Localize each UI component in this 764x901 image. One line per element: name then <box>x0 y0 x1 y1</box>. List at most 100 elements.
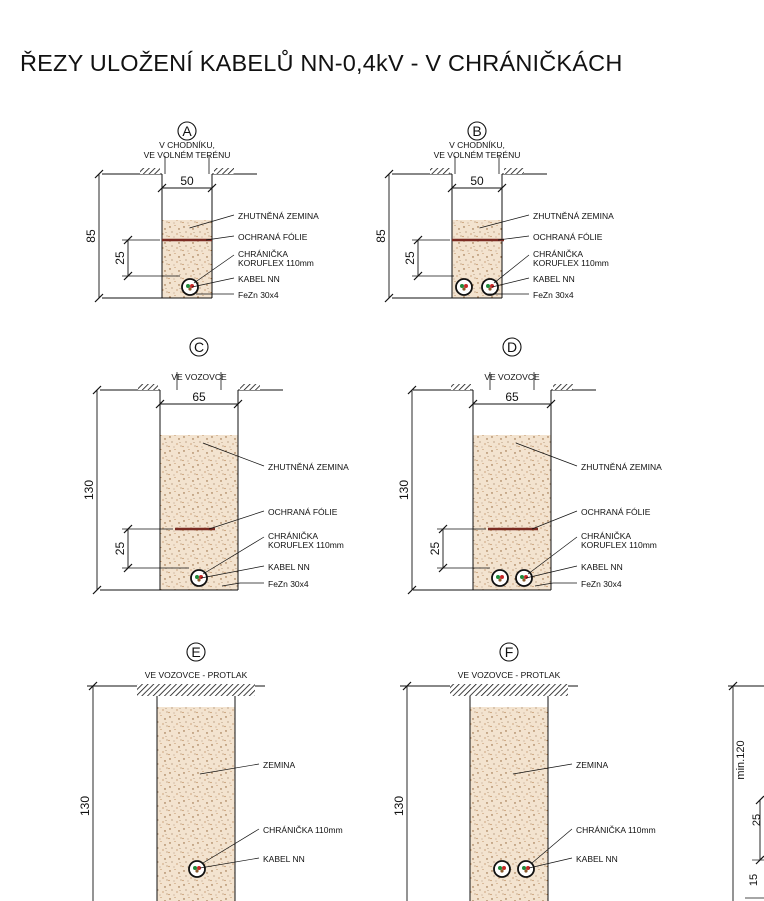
section-caption: VE VOZOVCE <box>484 372 540 382</box>
section-d: D VE VOZOVCE 65 130 25 ZHUTNĚNÁ ZEMINA OCHRANÁ… <box>397 337 662 595</box>
conduit <box>493 860 511 878</box>
depth-label: 130 <box>397 480 411 500</box>
label-earthing-strip: FeZn 30x4 <box>533 290 574 300</box>
leader-foil <box>205 235 235 241</box>
section-partial: min.120 25 15 <box>728 681 764 901</box>
foil-tick <box>438 524 448 534</box>
leader-soil <box>479 214 530 229</box>
width-label: 50 <box>470 174 484 188</box>
depth-tick <box>92 385 102 395</box>
cable-core <box>498 578 502 582</box>
pavement-hatch-left <box>430 168 450 174</box>
width-tick <box>207 183 217 193</box>
cable-core <box>464 284 468 288</box>
section-letter-circle <box>189 337 209 357</box>
label-soil: ZEMINA <box>576 760 608 770</box>
leader-conduit <box>531 828 573 864</box>
leader-cable <box>191 277 235 288</box>
conduit <box>455 278 473 296</box>
foil-depth-label: 25 <box>428 542 442 556</box>
label-earthing-strip: FeZn 30x4 <box>268 579 309 589</box>
cable-core <box>524 869 528 873</box>
section-letter-circle <box>499 642 519 662</box>
section-letter: A <box>182 123 192 139</box>
cable-core <box>490 284 494 288</box>
label-cable: KABEL NN <box>238 274 280 284</box>
depth-label: 130 <box>78 796 92 816</box>
section-e: E VE VOZOVCE - PROTLAK 130 ZEMINA CHRÁNIČKA … <box>78 642 343 901</box>
section-letter-circle <box>177 121 197 141</box>
leader-cable <box>491 277 530 288</box>
depth-tick <box>88 681 98 691</box>
width-tick <box>497 183 507 193</box>
leader-soil <box>199 763 260 775</box>
label-earthing-strip: FeZn 30x4 <box>238 290 279 300</box>
depth-label: 85 <box>84 229 98 243</box>
pavement-hatch-right <box>214 168 234 174</box>
road-hatch <box>450 684 568 696</box>
leader-cable <box>525 565 578 579</box>
depth-tick <box>402 681 412 691</box>
trench-soil <box>473 435 551 590</box>
leader-foil <box>497 235 530 241</box>
label-conduit: CHRÁNIČKA <box>268 531 318 541</box>
depth-tick <box>384 293 394 303</box>
leader-conduit <box>202 828 260 864</box>
label-cable: KABEL NN <box>263 854 305 864</box>
width-label: 65 <box>505 390 519 404</box>
leader-conduit <box>493 254 530 284</box>
depth-tick <box>94 293 104 303</box>
cable-core <box>500 869 504 873</box>
leader-earthing <box>221 582 241 587</box>
label-compacted-soil: ZHUTNĚNÁ ZEMINA <box>238 211 319 221</box>
leader-cable <box>528 857 573 869</box>
foil-tick <box>413 235 423 245</box>
page-title: ŘEZY ULOŽENÍ KABELŮ NN-0,4kV - V CHRÁNIČ… <box>20 50 623 76</box>
leader-cable <box>200 565 265 579</box>
section-caption: VE VOLNÉM TERÉNU <box>144 150 231 160</box>
section-caption: VE VOZOVCE - PROTLAK <box>458 670 561 680</box>
width-tick <box>157 183 167 193</box>
label-cable: KABEL NN <box>533 274 575 284</box>
section-letter-circle <box>467 121 487 141</box>
conduit <box>190 569 208 587</box>
pavement-hatch-right <box>553 384 573 390</box>
cable-core <box>498 866 502 870</box>
label-compacted-soil: ZHUTNĚNÁ ZEMINA <box>581 462 662 472</box>
label-conduit-type: KORUFLEX 110mm <box>268 540 344 550</box>
cable-core <box>188 287 192 291</box>
label-compacted-soil: ZHUTNĚNÁ ZEMINA <box>268 462 349 472</box>
depth-label: min.120 <box>735 740 747 779</box>
label-conduit: CHRÁNIČKA 110mm <box>263 825 343 835</box>
width-tick <box>447 183 457 193</box>
section-letter-circle <box>186 642 206 662</box>
label-protective-foil: OCHRANÁ FÓLIE <box>533 232 603 242</box>
depth-tick <box>384 169 394 179</box>
depth-label: 130 <box>82 480 96 500</box>
leader-conduit <box>193 254 235 284</box>
width-tick <box>468 399 478 409</box>
cable-core <box>190 284 194 288</box>
leader-cable <box>199 857 260 869</box>
leader-conduit <box>527 536 578 575</box>
leader-conduit <box>202 536 265 575</box>
label-conduit-type: KORUFLEX 110mm <box>533 258 609 268</box>
cable-core <box>522 866 526 870</box>
label-cable: KABEL NN <box>576 854 618 864</box>
cable-core <box>199 575 203 579</box>
depth-tick <box>92 585 102 595</box>
pavement-hatch-left <box>138 384 158 390</box>
label-cable: KABEL NN <box>581 562 623 572</box>
width-tick <box>155 399 165 409</box>
cable-core <box>488 287 492 291</box>
depth-label: 85 <box>374 229 388 243</box>
cable-core <box>195 869 199 873</box>
road-hatch <box>137 684 255 696</box>
depth-label: 15 <box>748 874 760 886</box>
foil-tick <box>438 563 448 573</box>
leader-soil <box>189 214 235 229</box>
leader-foil <box>531 510 578 530</box>
label-conduit: CHRÁNIČKA 110mm <box>576 825 656 835</box>
label-soil: ZEMINA <box>263 760 295 770</box>
